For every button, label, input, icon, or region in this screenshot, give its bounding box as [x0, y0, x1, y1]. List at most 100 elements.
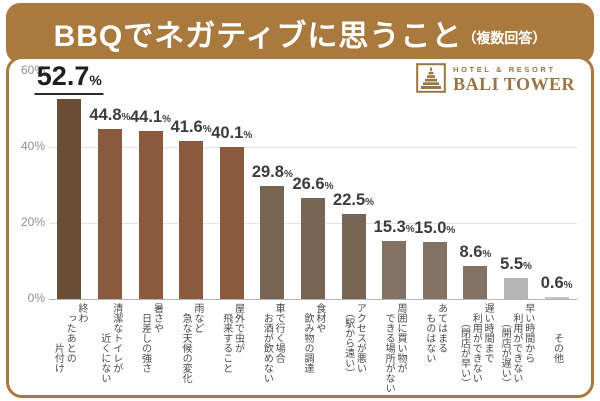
bar-value-label: 15.3%: [374, 218, 415, 237]
bar-value-number: 29.8: [251, 162, 284, 181]
category-label-text: 周囲に買い物が できる場所がない: [383, 303, 406, 393]
category-label-text: アクセスが悪い （駅から遠い）: [342, 303, 366, 378]
bar: [260, 185, 285, 299]
category-label: 雨など 急な天候の変化: [171, 303, 212, 401]
percent-sign: %: [121, 111, 131, 123]
category-label: その他: [536, 303, 577, 401]
category-label-text: 暑さや 日差しの強さ: [139, 303, 163, 373]
bar: [463, 266, 488, 299]
category-label: 遅い時間まで 利用ができない （閉店が早い）: [455, 303, 496, 401]
y-axis-tick: 20%: [20, 215, 45, 229]
bar-value-number: 40.1: [211, 123, 244, 142]
y-axis-tick: 0%: [27, 291, 45, 305]
y-axis-tick: 60%: [20, 63, 45, 77]
bar: [341, 213, 366, 299]
bar-value-label: 22.5%: [333, 191, 374, 210]
bar-value-label: 29.8%: [252, 163, 293, 182]
bar-column: 52.7%: [34, 61, 104, 299]
bar-value-number: 41.6: [170, 117, 203, 136]
bar-value-number: 44.8: [89, 105, 122, 124]
percent-sign: %: [365, 196, 375, 208]
bar: [422, 242, 447, 299]
brand-name: BALI TOWER: [453, 73, 575, 94]
bars: 52.7% 44.8% 44.1% 41.6% 40.1% 29.8% 26.6% 22.5%…: [34, 61, 577, 299]
bar-value-label: 5.5%: [500, 255, 532, 274]
category-label: 早い時間から 利用ができない （開店が遅い）: [496, 303, 537, 401]
bar: [97, 128, 122, 299]
bar-value-label: 41.6%: [171, 118, 212, 137]
category-label-text: 車で行く場合 お酒が飲めない: [261, 303, 285, 383]
bar-value-number: 15.3: [373, 217, 406, 236]
bar: [544, 296, 569, 299]
percent-sign: %: [563, 279, 573, 291]
percent-sign: %: [283, 168, 293, 180]
bar-value-label: 26.6%: [292, 175, 333, 194]
category-label-text: あてはまる ものはない: [423, 303, 447, 363]
bar-column: 15.0%: [414, 71, 455, 299]
category-label: あてはまる ものはない: [414, 303, 455, 401]
tower-icon: [416, 63, 446, 98]
bar-column: 41.6%: [171, 71, 212, 299]
percent-sign: %: [482, 249, 492, 261]
bar-value-number: 8.6: [459, 243, 483, 262]
bar-column: 40.1%: [211, 71, 252, 299]
bar-column: 15.3%: [374, 71, 415, 299]
brand-tagline: HOTEL & RESORT: [453, 65, 556, 75]
bar: [219, 146, 244, 299]
category-label: アクセスが悪い （駅から遠い）: [333, 303, 374, 401]
bar-column: 22.5%: [333, 71, 374, 299]
brand-logo: HOTEL & RESORT BALI TOWER: [416, 63, 575, 98]
bar-value-label: 52.7%: [34, 60, 104, 95]
category-label: 車で行く場合 お酒が飲めない: [252, 303, 293, 401]
category-label-text: 屋外で虫が 飛来すること: [220, 303, 244, 373]
bar: [300, 197, 325, 299]
bar: [138, 131, 163, 299]
chart-card: HOTEL & RESORT BALI TOWER 60% 40% 20% 0%…: [6, 56, 594, 398]
percent-sign: %: [523, 261, 532, 273]
category-label-text: 終わ ったあとの 片付け: [52, 303, 87, 373]
bar-column: 0.6%: [536, 71, 577, 299]
bar: [504, 278, 528, 299]
category-label-text: 遅い時間まで 利用ができない （閉店が早い）: [458, 303, 494, 388]
category-label-text: 雨など 急な天候の変化: [180, 303, 203, 383]
percent-sign: %: [202, 123, 212, 135]
bar-value-label: 0.6%: [541, 274, 573, 293]
bar: [179, 140, 204, 299]
category-label: 暑さや 日差しの強さ: [130, 303, 171, 401]
page-title-note: （複数回答）: [462, 30, 547, 46]
bar-column: 8.6%: [455, 71, 496, 299]
bar-column: 5.5%: [496, 71, 537, 299]
category-label: 清潔なトイレが 近くにない: [90, 303, 131, 401]
bar-value-number: 22.5: [333, 190, 366, 209]
bar-column: 29.8%: [252, 71, 293, 299]
category-label-text: その他: [551, 303, 563, 363]
brand-logo-text: HOTEL & RESORT BALI TOWER: [453, 66, 575, 94]
bar-column: 44.1%: [130, 71, 171, 299]
bar-value-label: 15.0%: [414, 219, 455, 238]
category-label-text: 清潔なトイレが 近くにない: [98, 303, 122, 383]
bar-value-label: 8.6%: [459, 243, 491, 262]
plot-area: 60% 40% 20% 0% 52.7% 44.8% 44.1% 41.6% 40.1%…: [21, 61, 577, 305]
bar: [382, 240, 407, 299]
bar-value-label: 44.8%: [89, 106, 130, 125]
bar: [57, 98, 82, 299]
bar-value-number: 52.7: [36, 60, 90, 91]
title-banner: BBQでネガティブに思うこと （複数回答）: [6, 3, 594, 63]
bar-value-number: 0.6: [540, 273, 564, 292]
percent-sign: %: [162, 114, 172, 126]
category-label: 終わ ったあとの 片付け: [49, 303, 90, 401]
bar-value-number: 15.0: [414, 219, 447, 237]
bar-value-number: 44.1: [130, 108, 163, 127]
category-label: 屋外で虫が 飛来すること: [211, 303, 252, 401]
bar-column: 26.6%: [292, 71, 333, 299]
percent-sign: %: [446, 225, 456, 236]
percent-sign: %: [243, 129, 253, 141]
percent-sign: %: [324, 180, 334, 192]
percent-sign: %: [89, 71, 102, 88]
category-label: 食材や 飲み物の調達: [293, 303, 334, 401]
bar-value-number: 26.6: [292, 174, 325, 193]
category-labels: 終わ ったあとの 片付け 清潔なトイレが 近くにない 暑さや 日差しの強さ 雨など 急…: [49, 303, 577, 401]
bar-value-label: 40.1%: [211, 124, 252, 143]
category-label-text: 食材や 飲み物の調達: [301, 303, 325, 373]
